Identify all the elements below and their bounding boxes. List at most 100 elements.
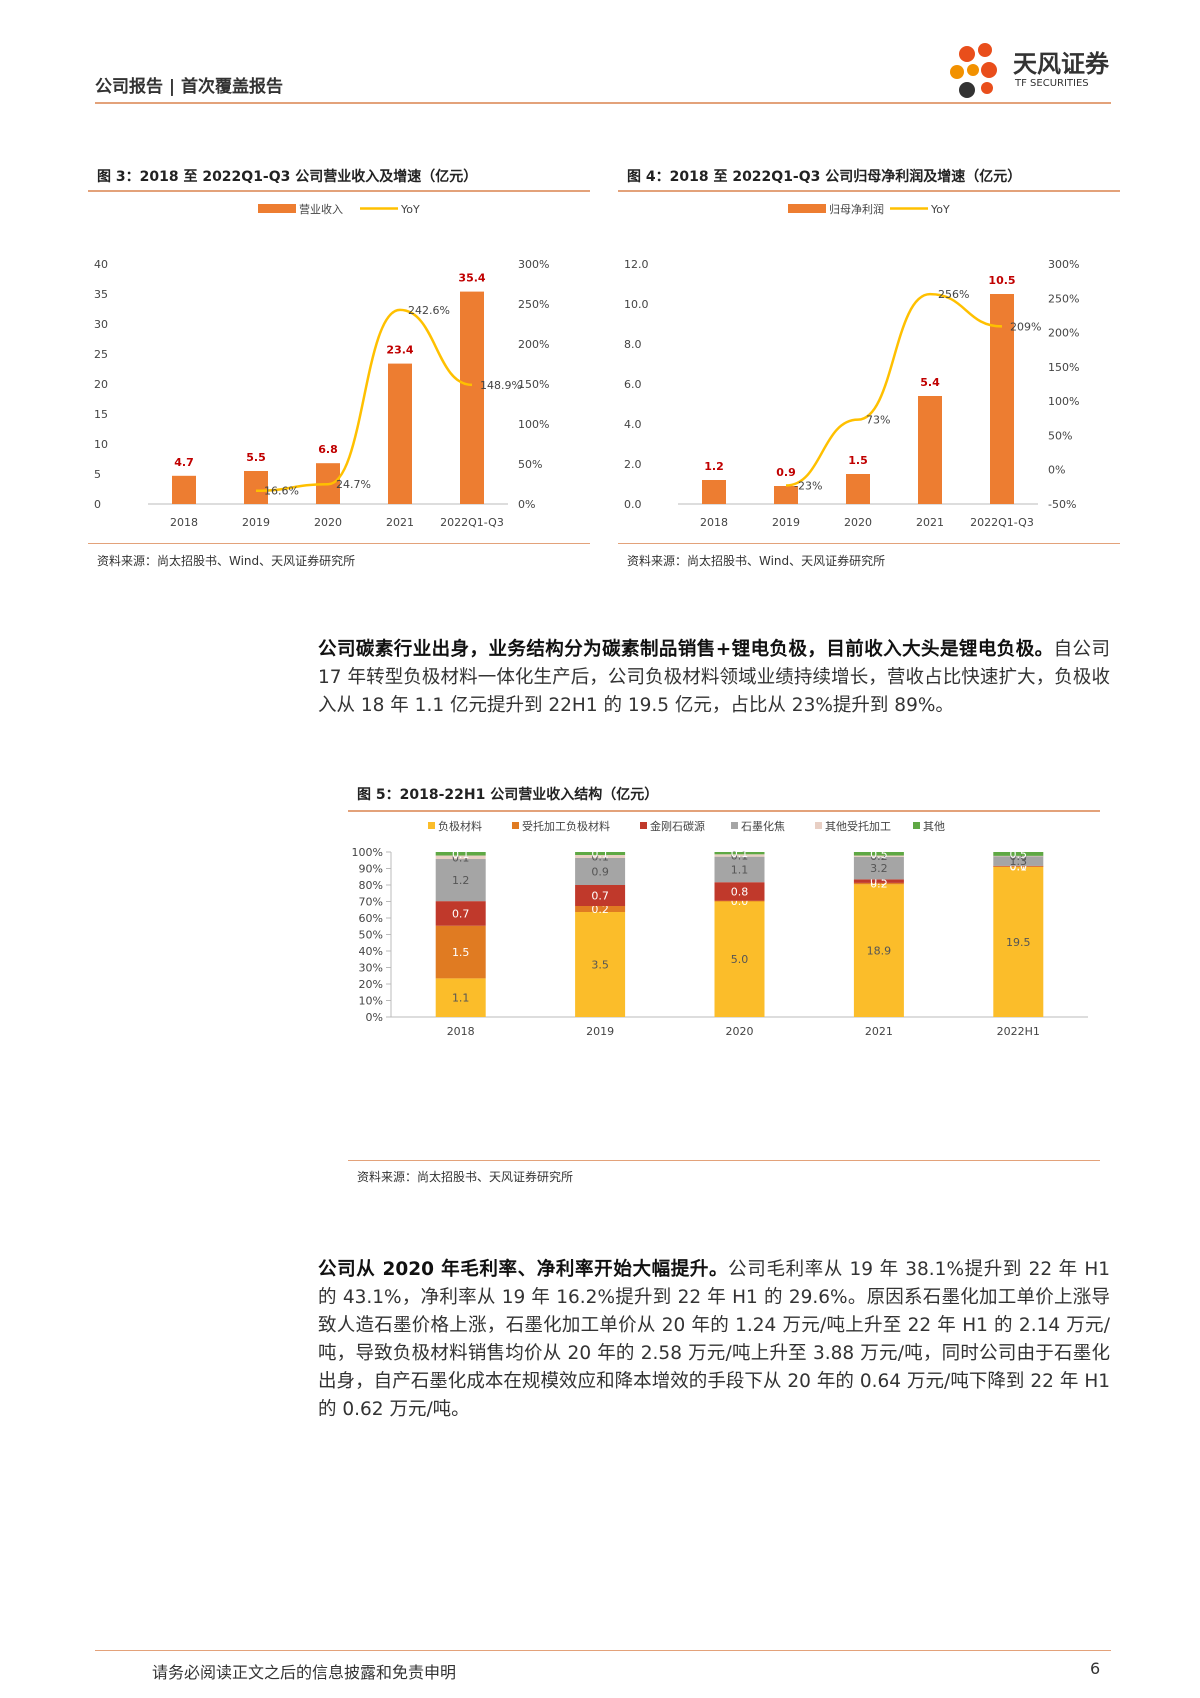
fig5-bar-segment — [575, 885, 626, 906]
fig5-bar-label: 0.2 — [591, 903, 609, 916]
fig4-ytick-left: 4.0 — [624, 418, 642, 431]
fig3-ytick-left: 30 — [94, 318, 108, 331]
fig5-bar-segment — [993, 866, 1044, 1017]
fig4-chart: 归母净利润 YoY 0.0 2.0 4.0 6.0 8.0 10.0 12.0 -50% 0% 50%… — [624, 202, 1079, 529]
fig5-bar-segment — [853, 856, 904, 880]
fig5-bar-label: 0.8 — [731, 886, 749, 899]
fig5-bar-segment — [714, 900, 765, 902]
fig3-bar — [460, 291, 484, 504]
fig4-bar-label: 5.4 — [920, 376, 940, 389]
fig5-bar-label: 5.0 — [731, 953, 749, 966]
fig4-legend-line-label: YoY — [930, 203, 950, 216]
fig3-ytick-right: 100% — [518, 418, 549, 431]
fig3-legend-bar-label: 营业收入 — [299, 202, 343, 216]
fig5-legend-swatch — [815, 822, 822, 829]
fig5-bar-segment — [575, 855, 626, 858]
fig5-bar-label: 1.1 — [731, 863, 749, 876]
fig5-bar-segment — [575, 852, 626, 855]
fig5-ytick: 100% — [352, 846, 383, 859]
fig4-bar-label: 1.5 — [848, 454, 868, 467]
fig4-bottom-rule — [618, 543, 1120, 544]
footer-disclaimer: 请务必阅读正文之后的信息披露和免责申明 — [152, 1663, 457, 1682]
fig3-yoy-label: 24.7% — [336, 478, 371, 491]
fig5-bar-label: 1.5 — [452, 946, 470, 959]
page-number: 6 — [1090, 1659, 1101, 1678]
fig5-bar-segment — [993, 855, 1044, 857]
fig4-yoy-line — [785, 292, 1003, 487]
fig3-yoy-line — [255, 308, 473, 492]
fig5-legend-label: 负极材料 — [438, 819, 482, 833]
fig5-bar-segment — [853, 852, 904, 856]
fig3-bar — [388, 363, 412, 504]
fig4-xtick: 2019 — [772, 516, 800, 529]
fig5-bar-label: 19.5 — [1006, 936, 1031, 949]
fig4-bar — [918, 396, 942, 504]
footer-divider — [95, 1650, 1111, 1651]
fig3-ytick-left: 10 — [94, 438, 108, 451]
fig5-bar-segment — [714, 854, 765, 857]
fig5-xtick: 2019 — [586, 1025, 614, 1038]
fig5-bar-label: 0.5 — [1010, 848, 1028, 861]
fig5-ytick: 50% — [359, 929, 383, 942]
fig5-bar-label: 0.1 — [731, 847, 749, 860]
fig3-ytick-left: 40 — [94, 258, 108, 271]
fig3-ytick-left: 5 — [94, 468, 101, 481]
logo-flower-icon — [950, 43, 997, 98]
fig3-ytick-left: 20 — [94, 378, 108, 391]
fig3-legend-bar-swatch — [258, 204, 296, 213]
fig3-bottom-rule — [88, 543, 590, 544]
header-divider — [95, 102, 1111, 104]
fig5-bar-label: 3.5 — [591, 959, 609, 972]
fig5-bar-segment — [714, 856, 765, 883]
fig5-ytick: 80% — [359, 879, 383, 892]
fig5-bar-segment — [853, 879, 904, 883]
fig5-ytick: 60% — [359, 912, 383, 925]
fig3-yoy-label: 148.9% — [480, 379, 522, 392]
fig4-bar-label: 0.9 — [776, 466, 796, 479]
fig4-xtick: 2021 — [916, 516, 944, 529]
fig5-bar-segment — [575, 912, 626, 1017]
fig5-bar-label: 1.2 — [452, 874, 470, 887]
fig5-bar-segment — [853, 884, 904, 1017]
fig5-bar-segment — [435, 978, 486, 1017]
fig4-ytick-left: 0.0 — [624, 498, 642, 511]
fig5-bar-segment — [993, 865, 1044, 867]
fig3-bar-label: 35.4 — [458, 272, 485, 285]
fig5-bar-segment — [714, 900, 765, 1017]
fig5-bar-segment — [575, 858, 626, 885]
fig5-bar-label: 18.9 — [867, 945, 892, 958]
fig3-ytick-right: 0% — [518, 498, 535, 511]
fig3-bar-label: 5.5 — [246, 451, 266, 464]
fig5-legend-label: 受托加工负极材料 — [522, 819, 610, 833]
fig5-legend-label: 其他 — [923, 820, 945, 833]
fig3-xtick: 2021 — [386, 516, 414, 529]
fig4-ytick-right: 50% — [1048, 429, 1072, 442]
fig5-legend-label: 金刚石碳源 — [650, 819, 705, 833]
paragraph-revenue-structure: 公司碳素行业出身，业务结构分为碳素制品销售+锂电负极，目前收入大头是锂电负极。自… — [318, 636, 1110, 720]
fig5-ytick: 30% — [359, 962, 383, 975]
fig3-top-rule — [88, 190, 590, 192]
fig4-ytick-left: 6.0 — [624, 378, 642, 391]
fig3-bar — [244, 471, 268, 504]
fig5-bar-segment — [435, 925, 486, 979]
fig5-ytick: 90% — [359, 863, 383, 876]
fig5-bar-segment — [714, 882, 765, 901]
fig5-bar-label: 0.7 — [452, 907, 470, 920]
fig5-bar-label: 1.3 — [1010, 855, 1028, 868]
fig5-bar-segment — [853, 882, 904, 885]
fig4-xtick: 2020 — [844, 516, 872, 529]
fig4-yoy-label: -23% — [794, 479, 822, 492]
fig4-source: 资料来源：尚太招股书、Wind、天风证券研究所 — [627, 554, 886, 568]
fig4-ytick-left: 10.0 — [624, 298, 649, 311]
fig4-bar — [990, 294, 1014, 504]
fig3-ytick-left: 25 — [94, 348, 108, 361]
logo-english-name: TF SECURITIES — [1015, 78, 1089, 89]
fig3-source: 资料来源：尚太招股书、Wind、天风证券研究所 — [97, 554, 356, 568]
fig3-xtick: 2020 — [314, 516, 342, 529]
fig5-legend-swatch — [640, 822, 647, 829]
fig3-ytick-right: 200% — [518, 338, 549, 351]
fig4-bar-label: 1.2 — [704, 460, 724, 473]
fig5-bar-segment — [993, 855, 1044, 866]
fig5-xtick: 2021 — [865, 1025, 893, 1038]
fig5-ytick: 20% — [359, 978, 383, 991]
